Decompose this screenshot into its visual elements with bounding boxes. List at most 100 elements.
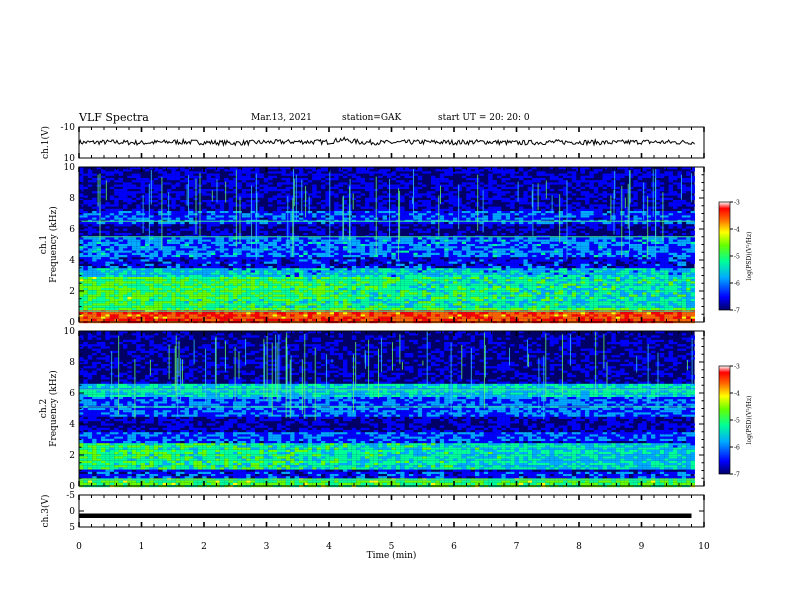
spectrogram-cell [466,259,471,262]
spectrogram-cell [369,167,374,170]
spectrogram-cell [541,244,546,247]
spectrogram-cell [329,213,335,216]
spectrogram-cell [431,211,436,214]
spectrogram-cell [224,255,229,258]
spectrogram-cell [145,268,150,271]
spectrogram-cell [237,250,242,253]
spectrogram-cell [659,252,665,255]
spectrogram-cell [602,222,607,225]
spectrogram-cell [642,222,647,225]
spectrogram-cell [681,263,687,266]
spectrogram-cell [250,257,255,260]
spectrogram-cell [409,169,414,172]
spectrogram-cell [351,246,357,249]
spectrogram-cell [307,217,313,220]
spectrogram-cell [426,193,431,196]
spectrogram-cell [563,274,568,277]
spectrogram-cell [510,248,515,251]
spectrogram-cell [131,255,137,258]
spectrogram-cell [96,215,101,218]
spectrogram-cell [184,173,189,176]
spectrogram-cell [439,208,445,211]
spectrogram-cell [615,191,621,194]
spectrogram-cell [585,277,590,280]
spectrogram-cell [607,252,612,255]
spectrogram-cell [602,246,607,249]
spectrogram-cell [101,175,106,178]
spectrogram-cell [620,274,625,277]
spectrogram-cell [453,171,458,174]
spectrogram-cell [620,222,625,225]
spectrogram-cell [651,228,656,231]
spectrogram-cell [576,241,581,244]
spectrogram-cell [96,263,101,266]
spectrogram-cell [492,244,497,247]
spectrogram-cell [189,272,194,275]
spectrogram-cell [369,171,374,174]
spectrogram-cell [571,211,577,214]
spectrogram-cell [646,224,651,227]
spectrogram-cell [457,202,462,205]
spectrogram-cell [338,274,343,277]
spectrogram-cell [589,246,594,249]
spectrogram-cell [532,167,537,170]
spectrogram-cell [439,246,445,249]
spectrogram-cell [448,259,453,262]
spectrogram-cell [162,202,167,205]
spectrogram-cell [382,277,387,280]
spectrogram-cell [329,215,335,218]
spectrogram-cell [677,226,682,229]
spectrogram-cell [285,189,291,192]
spectrogram-cell [215,169,220,172]
spectrogram-cell [175,191,181,194]
spectrogram-cell [523,274,528,277]
spectrogram-cell [571,167,577,170]
spectrogram-cell [589,175,594,178]
spectrogram-cell [686,178,691,181]
spectrogram-cell [615,241,621,244]
spectrogram-cell [479,272,484,275]
spectrogram-cell [233,184,238,187]
spectrogram-cell [219,270,225,273]
spectrogram-cell [105,244,110,247]
spectrogram-cell [686,272,691,275]
spectrogram-cell [162,268,167,271]
spectrogram-cell [505,255,511,258]
spectrogram-cell [382,239,387,242]
spectrogram-cell [690,257,695,260]
spectrogram-cell [175,175,181,178]
spectrogram-cell [395,213,401,216]
spectrogram-cell [453,191,458,194]
spectrogram-cell [593,200,599,203]
spectrogram-cell [369,270,374,273]
spectrogram-cell [585,248,590,251]
spectrogram-cell [483,252,489,255]
spectrogram-cell [175,263,181,266]
spectrogram-cell [554,215,559,218]
spectrogram-cell [272,197,277,200]
spectrogram-cell [580,255,585,258]
spectrogram-cell [79,167,84,170]
spectrogram-cell [602,180,607,183]
spectrogram-cell [655,195,660,198]
spectrogram-cell [307,213,313,216]
spectrogram-cell [620,257,625,260]
spectrogram-cell [576,261,581,264]
spectrogram-cell [127,244,132,247]
spectrogram-cell [431,261,436,264]
spectrogram-cell [488,182,493,185]
spectrogram-cell [426,246,431,249]
spectrogram-cell [96,204,101,207]
spectrogram-cell [109,204,115,207]
spectrogram-cell [457,167,462,170]
spectrogram-cell [259,226,264,229]
spectrogram-cell [202,180,207,183]
spectrogram-cell [554,244,559,247]
spectrogram-cell [558,167,563,170]
spectrogram-cell [215,250,220,253]
spectrogram-cell [409,261,414,264]
spectrogram-cell [321,211,326,214]
spectrogram-cell [593,259,599,262]
spectrogram-cell [624,252,629,255]
spectrogram-cell [492,167,497,170]
